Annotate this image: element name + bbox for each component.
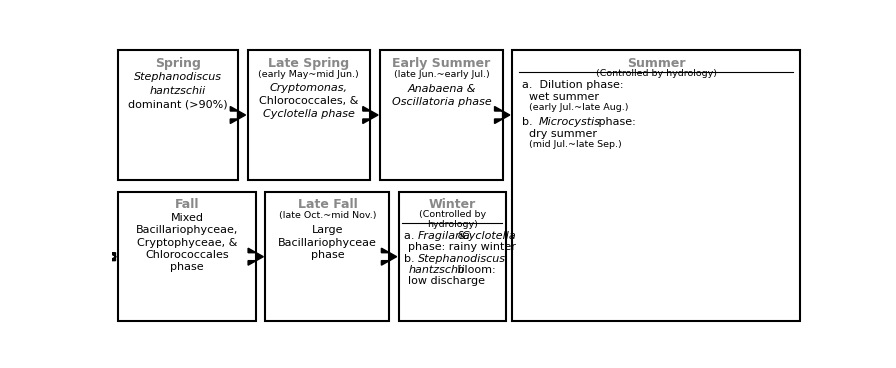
- FancyArrow shape: [248, 248, 263, 265]
- Text: b.: b.: [404, 254, 422, 264]
- Text: (late Oct.~mid Nov.): (late Oct.~mid Nov.): [279, 211, 376, 220]
- Bar: [512, 50, 800, 321]
- Text: Chlorococcales, &: Chlorococcales, &: [259, 96, 358, 106]
- FancyArrow shape: [230, 106, 246, 124]
- Text: Summer: Summer: [627, 57, 685, 70]
- Text: (early May~mid Jun.): (early May~mid Jun.): [258, 70, 359, 79]
- Text: (Controlled by hydrology): (Controlled by hydrology): [596, 69, 717, 78]
- Bar: [118, 50, 237, 180]
- Text: Winter: Winter: [428, 198, 476, 211]
- Text: Cyclotella: Cyclotella: [462, 231, 517, 241]
- Text: Cryptophyceae, &: Cryptophyceae, &: [137, 238, 237, 248]
- Text: a.: a.: [404, 231, 422, 241]
- Text: (mid Jul.~late Sep.): (mid Jul.~late Sep.): [530, 139, 622, 149]
- Text: hydrology): hydrology): [426, 220, 478, 229]
- Text: dominant (>90%): dominant (>90%): [128, 99, 228, 109]
- Text: phase:: phase:: [595, 117, 636, 127]
- Text: b.: b.: [522, 117, 540, 127]
- Text: dry summer: dry summer: [530, 129, 598, 139]
- Text: (Controlled by: (Controlled by: [418, 210, 486, 219]
- Text: low discharge: low discharge: [409, 276, 486, 286]
- Bar: [265, 192, 390, 321]
- Text: Fragilaria: Fragilaria: [418, 231, 471, 241]
- Text: Microcystis: Microcystis: [539, 117, 601, 127]
- Text: Stephanodiscus: Stephanodiscus: [134, 72, 222, 82]
- Text: Spring: Spring: [155, 57, 201, 70]
- FancyArrow shape: [382, 248, 397, 265]
- Text: Large: Large: [312, 226, 343, 236]
- Text: phase: rainy winter: phase: rainy winter: [409, 243, 516, 252]
- Text: Chlorococcales: Chlorococcales: [145, 250, 229, 260]
- FancyArrow shape: [495, 106, 510, 124]
- Text: Bacillariophyceae,: Bacillariophyceae,: [136, 226, 238, 236]
- FancyArrow shape: [101, 248, 116, 265]
- Text: Mixed: Mixed: [170, 213, 203, 223]
- Text: a.  Dilution phase:: a. Dilution phase:: [522, 80, 624, 90]
- Text: Cyclotella phase: Cyclotella phase: [263, 109, 355, 119]
- Text: wet summer: wet summer: [530, 92, 599, 102]
- Bar: [118, 192, 256, 321]
- Bar: [399, 192, 505, 321]
- Text: Bacillariophyceae: Bacillariophyceae: [278, 238, 377, 248]
- Text: Early Summer: Early Summer: [392, 57, 490, 70]
- Bar: [247, 50, 370, 180]
- Text: hantzschii: hantzschii: [150, 86, 206, 96]
- Text: &: &: [454, 231, 470, 241]
- Text: Fall: Fall: [175, 198, 200, 211]
- Text: Late Spring: Late Spring: [268, 57, 349, 70]
- Text: Cryptomonas,: Cryptomonas,: [270, 83, 348, 93]
- Text: (early Jul.~late Aug.): (early Jul.~late Aug.): [530, 103, 629, 112]
- Text: Anabaena &: Anabaena &: [407, 84, 476, 94]
- Bar: [380, 50, 503, 180]
- Text: phase: phase: [311, 250, 344, 260]
- Text: (late Jun.~early Jul.): (late Jun.~early Jul.): [393, 70, 489, 79]
- FancyArrow shape: [363, 106, 378, 124]
- Text: Oscillatoria phase: Oscillatoria phase: [392, 97, 491, 107]
- Text: hantzschii: hantzschii: [409, 265, 465, 275]
- Text: Stephanodiscus: Stephanodiscus: [418, 254, 506, 264]
- Text: bloom:: bloom:: [454, 265, 495, 275]
- Text: Late Fall: Late Fall: [297, 198, 358, 211]
- Text: phase: phase: [170, 262, 204, 272]
